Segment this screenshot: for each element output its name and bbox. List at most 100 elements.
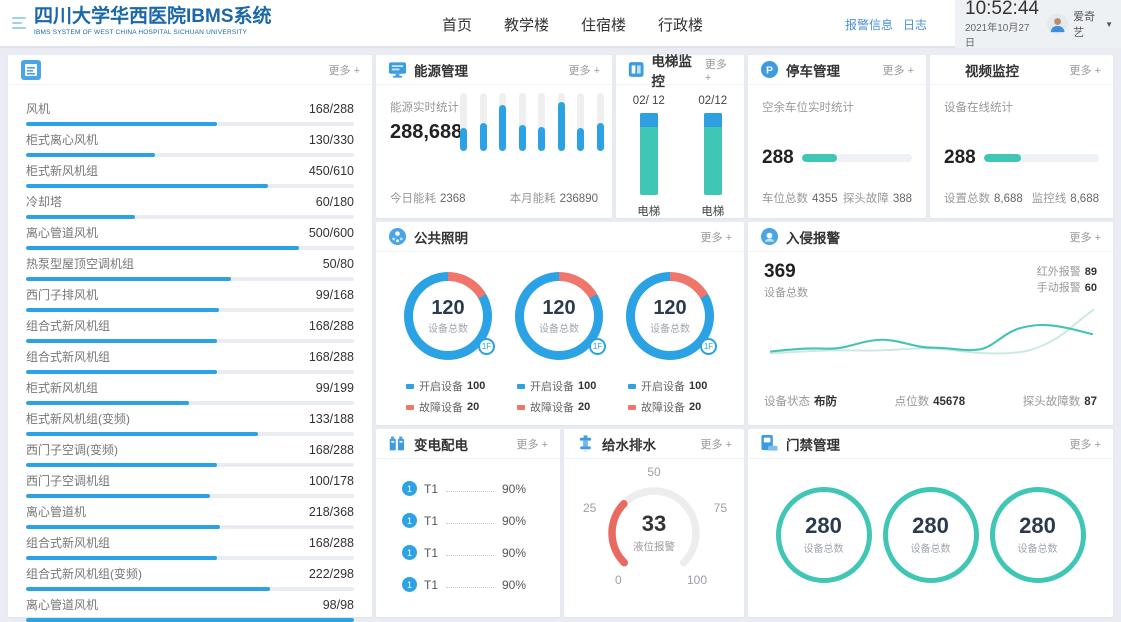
device-name: 西门子空调(变频) — [26, 443, 118, 457]
energy-total-value: 288,688 — [390, 121, 463, 143]
device-progress-fill — [26, 432, 258, 436]
donut-total-label: 设备总数 — [428, 323, 468, 335]
device-row-text: 柜式新风机组 99/199 — [26, 379, 354, 396]
energy-panel-header: 能源管理 更多 + — [376, 55, 612, 85]
floor-badge: 1F — [700, 338, 717, 355]
device-progress-track — [26, 556, 354, 560]
nav-item-teaching-building[interactable]: 教学楼 — [504, 16, 550, 34]
water-level-gauge: 50 25 75 0 100 33 液位报警 — [569, 465, 739, 593]
lighting-donut-group: 120 设备总数 1F 开启设备 100 故障设备 20 — [400, 272, 498, 420]
device-row-text: 冷却塔 60/180 — [26, 193, 354, 210]
user-menu[interactable]: 爱奇艺 ▼ — [1046, 8, 1113, 40]
intrusion-more-button[interactable]: 更多 + — [1069, 231, 1101, 244]
legend-open-label: 开启设备 — [641, 381, 685, 393]
energy-bar — [479, 93, 487, 151]
elevator-title: 电梯监控 — [651, 53, 692, 89]
transformer-load-value: 90% — [502, 481, 527, 496]
donut-center: 120 设备总数 — [524, 281, 594, 351]
gauge-tick-25: 25 — [583, 501, 597, 515]
nav-item-home[interactable]: 首页 — [442, 16, 473, 34]
parking-title: 停车管理 — [786, 63, 840, 79]
device-row-text: 风机 168/288 — [26, 100, 354, 117]
transformer-row: 1 T1 90% — [402, 513, 534, 528]
energy-bar-fill — [479, 123, 487, 151]
power-more-button[interactable]: 更多 + — [516, 438, 548, 451]
logo: 四川大学华西医院IBMS系统 IBMS SYSTEM OF WEST CHINA… — [12, 6, 272, 36]
access-total-label: 设备总数 — [803, 544, 844, 555]
parking-progress-track — [801, 154, 912, 162]
device-count: 450/610 — [308, 163, 354, 178]
device-count: 50/80 — [322, 256, 354, 271]
floor-badge: 1F — [589, 338, 606, 355]
device-list-row: 热泵型屋顶空调机组 50/80 — [26, 250, 354, 281]
energy-bar-fill — [499, 104, 507, 151]
legend-fault-row: 故障设备 20 — [517, 399, 609, 415]
device-row-text: 柜式新风机组 450/610 — [26, 162, 354, 179]
device-more-button[interactable]: 更多 + — [328, 64, 360, 77]
device-progress-track — [26, 339, 354, 343]
device-progress-fill — [26, 618, 354, 622]
log-link[interactable]: 日志 — [903, 17, 928, 32]
nav-item-dormitory-building[interactable]: 住宿楼 — [581, 16, 627, 34]
legend-fault-label: 故障设备 — [530, 402, 574, 414]
intrusion-panel: 入侵报警 更多 + 369 设备总数 红外报警 89 手动报警 60 设备状态 布防 … — [748, 222, 1113, 425]
top-bar: 四川大学华西医院IBMS系统 IBMS SYSTEM OF WEST CHINA… — [0, 0, 1121, 49]
parking-footer: 车位总数 4355 探头故障 388 — [762, 190, 912, 206]
device-progress-fill — [26, 339, 218, 343]
legend-fault-value: 20 — [689, 401, 702, 413]
energy-bar — [538, 93, 546, 151]
device-name: 风机 — [26, 102, 51, 116]
elevator-bar-cap — [639, 113, 658, 127]
energy-more-button[interactable]: 更多 + — [568, 64, 600, 77]
transformer-label: T1 — [424, 545, 439, 560]
lighting-icon — [388, 227, 407, 246]
device-progress-track — [26, 153, 354, 157]
alarm-info-link[interactable]: 报警信息 — [845, 17, 894, 32]
dotted-leader — [446, 555, 494, 556]
device-list-row: 组合式新风机组(变频) 222/298 — [26, 560, 354, 591]
elevator-bar-cap — [703, 113, 722, 127]
gauge-tick-75: 75 — [713, 501, 727, 515]
device-panel-header: 更多 + — [8, 55, 372, 85]
energy-bar — [577, 93, 585, 151]
app-title: 四川大学华西医院IBMS系统 — [34, 6, 272, 27]
energy-footer: 今日能耗 2368 本月能耗 236890 — [390, 190, 598, 206]
device-progress-track — [26, 432, 354, 436]
device-status: 设备状态 布防 — [764, 396, 837, 408]
nav-item-admin-building[interactable]: 行政楼 — [658, 16, 704, 34]
water-more-button[interactable]: 更多 + — [700, 438, 732, 451]
legend-open-swatch — [628, 383, 636, 389]
current-time: 10:52:44 — [965, 0, 1039, 19]
device-list-row: 风机 168/288 — [26, 95, 354, 126]
app-subtitle: IBMS SYSTEM OF WEST CHINA HOSPITAL SICHU… — [34, 29, 248, 36]
video-more-button[interactable]: 更多 + — [1069, 64, 1101, 77]
device-progress-fill — [26, 277, 231, 281]
device-progress-track — [26, 184, 354, 188]
device-row-text: 西门子空调机组 100/178 — [26, 472, 354, 489]
device-progress-track — [26, 463, 354, 467]
intrusion-icon — [760, 227, 779, 246]
energy-bar-fill — [557, 101, 565, 151]
legend-fault-row: 故障设备 20 — [406, 399, 498, 415]
parking-more-button[interactable]: 更多 + — [882, 64, 914, 77]
access-more-button[interactable]: 更多 + — [1069, 438, 1101, 451]
lighting-panel-header: 公共照明 更多 + — [376, 222, 744, 252]
device-row-text: 热泵型屋顶空调机组 50/80 — [26, 255, 354, 272]
device-progress-track — [26, 308, 354, 312]
legend-fault-label: 故障设备 — [641, 402, 685, 414]
menu-icon — [12, 17, 26, 29]
transformer-badge: 1 — [402, 577, 417, 592]
lighting-panel: 公共照明 更多 + 120 设备总数 1F 开启设备 100 故障设备 20 120 设备总数 1… — [376, 222, 744, 425]
device-count: 99/168 — [315, 287, 354, 302]
device-progress-fill — [26, 525, 221, 529]
donut-chart: 120 设备总数 1F — [515, 272, 606, 360]
device-name: 离心管道机 — [26, 505, 87, 519]
access-control-icon — [761, 434, 778, 451]
device-progress-fill — [26, 370, 218, 374]
lighting-more-button[interactable]: 更多 + — [700, 231, 732, 244]
parking-total: 车位总数 4355 — [762, 193, 838, 205]
elevator-more-button[interactable]: 更多 + — [704, 58, 727, 84]
legend-fault-swatch — [517, 404, 525, 410]
device-row-text: 柜式新风机组(变频) 133/188 — [26, 410, 354, 427]
parking-panel: P 停车管理 更多 + 空余车位实时统计 288 车位总数 4355 探头故障 38… — [748, 55, 926, 218]
